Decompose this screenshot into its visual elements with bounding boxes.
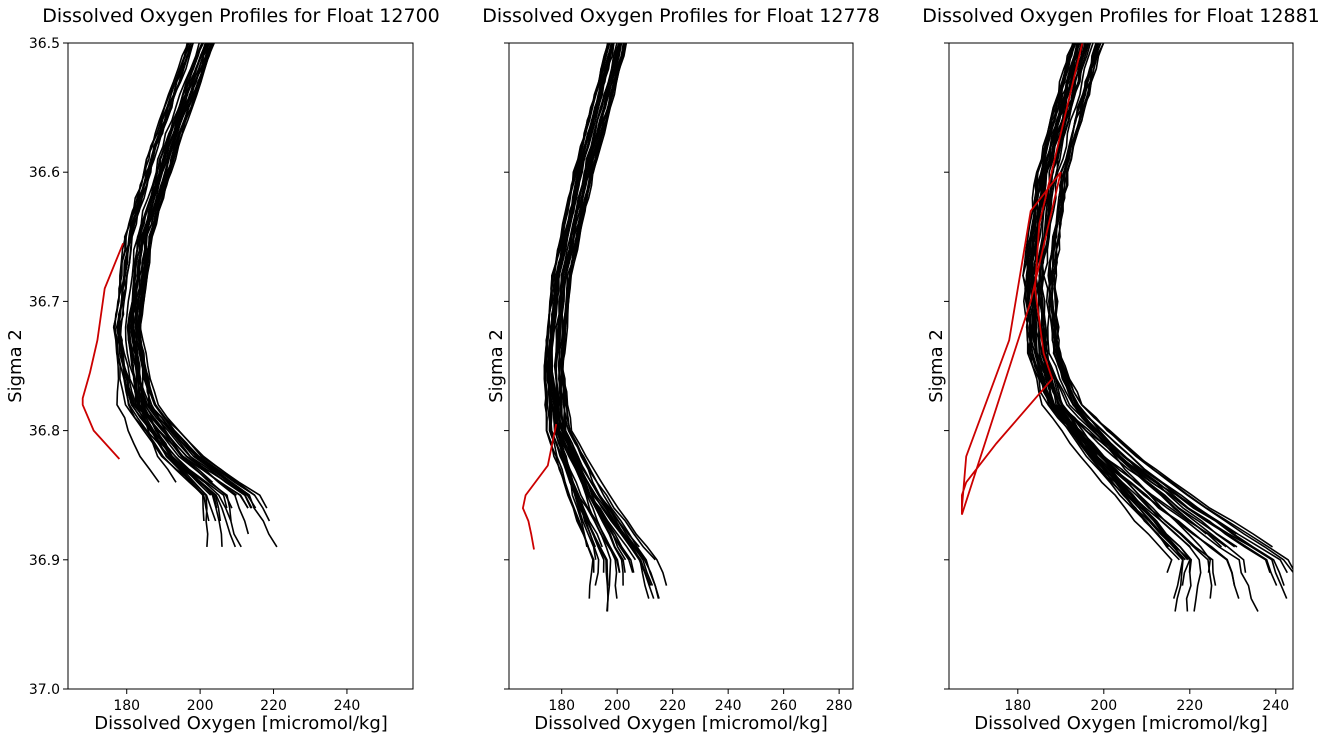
profile-line xyxy=(116,43,242,548)
chart-title: Dissolved Oxygen Profiles for Float 1270… xyxy=(42,5,440,27)
series-group xyxy=(81,43,278,548)
x-axis-label: Dissolved Oxygen [micromol/kg] xyxy=(534,713,828,734)
x-tick-label: 180 xyxy=(1004,698,1031,714)
y-tick-label: 36.7 xyxy=(29,294,60,310)
profile-line xyxy=(1047,43,1247,573)
plot-frame xyxy=(948,42,1294,690)
chart-panel-12778: Dissolved Oxygen Profiles for Float 1277… xyxy=(482,5,880,734)
profile-line xyxy=(547,43,621,573)
profile-line xyxy=(553,43,635,573)
x-tick-label: 180 xyxy=(548,698,575,714)
x-axis-label: Dissolved Oxygen [micromol/kg] xyxy=(974,713,1268,734)
profile-line xyxy=(132,43,212,496)
highlight-profile-line xyxy=(521,423,558,550)
series-group xyxy=(521,43,668,612)
x-tick-label: 200 xyxy=(604,698,631,714)
chart-title: Dissolved Oxygen Profiles for Float 1277… xyxy=(482,5,880,27)
profile-line xyxy=(554,43,660,599)
y-tick-label: 36.6 xyxy=(29,165,60,181)
chart-title: Dissolved Oxygen Profiles for Float 1288… xyxy=(922,5,1320,27)
y-axis-label: Sigma 2 xyxy=(926,329,947,403)
series-group xyxy=(961,43,1293,612)
profile-line xyxy=(554,43,622,560)
x-tick-label: 200 xyxy=(187,698,214,714)
y-axis-label: Sigma 2 xyxy=(486,329,507,403)
x-tick-label: 240 xyxy=(1262,698,1289,714)
x-tick-label: 260 xyxy=(770,698,797,714)
profile-line xyxy=(550,43,655,599)
y-tick-label: 37.0 xyxy=(29,682,60,698)
chart-panel-12700: Dissolved Oxygen Profiles for Float 1270… xyxy=(5,5,440,734)
profile-line xyxy=(1041,43,1189,561)
y-tick-label: 36.8 xyxy=(29,424,60,440)
profile-line xyxy=(124,43,233,509)
plot-frame xyxy=(508,42,854,690)
profile-line xyxy=(1053,43,1293,575)
profile-line xyxy=(127,43,205,522)
y-axis-label: Sigma 2 xyxy=(5,329,26,403)
plot-frame xyxy=(67,42,414,690)
profile-line xyxy=(1031,43,1184,599)
y-tick-label: 36.5 xyxy=(29,36,60,52)
profile-line xyxy=(559,43,625,599)
x-tick-label: 220 xyxy=(260,698,287,714)
x-axis-label: Dissolved Oxygen [micromol/kg] xyxy=(94,713,388,734)
profile-line xyxy=(136,43,250,535)
profile-line xyxy=(1034,43,1180,561)
x-tick-label: 240 xyxy=(334,698,361,714)
profile-line xyxy=(135,43,268,509)
profile-line xyxy=(547,43,614,612)
profile-line xyxy=(557,43,656,561)
chart-panel-12881: Dissolved Oxygen Profiles for Float 1288… xyxy=(922,5,1320,734)
profile-line xyxy=(544,43,621,573)
x-tick-label: 200 xyxy=(1090,698,1117,714)
x-tick-label: 180 xyxy=(113,698,140,714)
x-tick-label: 280 xyxy=(826,698,853,714)
highlight-profile-line xyxy=(81,242,124,460)
x-tick-label: 220 xyxy=(1176,698,1203,714)
x-tick-label: 220 xyxy=(659,698,686,714)
profile-line xyxy=(1050,43,1236,548)
x-tick-label: 240 xyxy=(715,698,742,714)
y-tick-label: 36.9 xyxy=(29,553,60,569)
highlight-profile-line xyxy=(961,43,1084,515)
profile-line xyxy=(561,43,660,599)
profile-line xyxy=(139,43,214,483)
